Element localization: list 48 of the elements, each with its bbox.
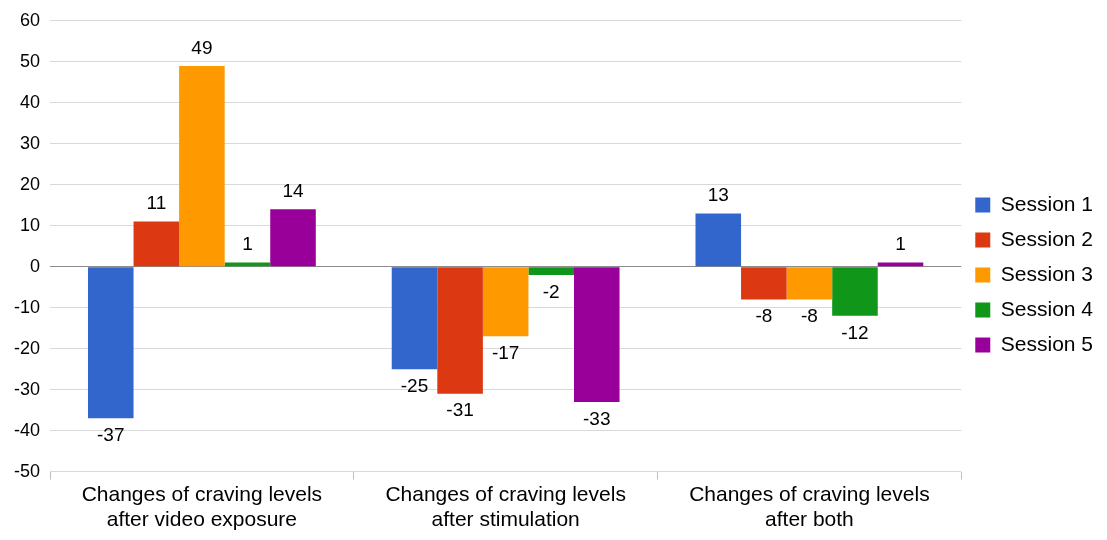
y-tick-label: -20 <box>14 337 41 358</box>
legend-label: Session 1 <box>1000 191 1094 215</box>
bar <box>437 267 483 394</box>
data-label: 1 <box>242 233 253 255</box>
y-tick-label: 40 <box>19 91 41 112</box>
data-label: -17 <box>491 342 520 364</box>
data-label: 13 <box>707 184 729 206</box>
bar <box>786 267 833 300</box>
bar <box>482 267 529 337</box>
y-tick-label: 50 <box>19 50 41 71</box>
data-label: -8 <box>755 305 773 327</box>
y-tick-label: -10 <box>14 296 41 317</box>
data-label: -25 <box>400 374 429 396</box>
y-tick-label: -50 <box>14 460 41 481</box>
x-tick-label: Changes of craving levels after video exposure <box>81 482 323 531</box>
legend-label: Session 5 <box>1000 331 1094 355</box>
legend-label: Session 2 <box>1000 226 1094 250</box>
data-label: 49 <box>191 36 213 58</box>
x-tick-label: Changes of craving levels after stimulation <box>385 482 626 531</box>
legend-label: Session 4 <box>1000 296 1094 320</box>
bar <box>741 267 787 300</box>
y-tick-label: 30 <box>19 132 41 153</box>
y-tick-label: 60 <box>19 9 41 30</box>
data-label: -33 <box>583 407 611 429</box>
y-tick-label: 20 <box>19 173 41 194</box>
data-label: 11 <box>146 192 167 214</box>
data-label: -2 <box>542 280 560 302</box>
y-tick-label: -40 <box>14 419 41 440</box>
bar <box>87 267 134 419</box>
bar <box>528 267 574 275</box>
y-tick-label: 0 <box>30 255 41 276</box>
data-label: -8 <box>800 305 818 327</box>
y-tick-label: -30 <box>14 378 41 399</box>
data-label: -12 <box>841 321 869 343</box>
bar <box>179 65 225 267</box>
data-label: 1 <box>895 233 906 255</box>
data-label: 14 <box>282 180 305 202</box>
bar <box>391 267 438 370</box>
bar <box>270 209 316 267</box>
bar <box>133 221 180 267</box>
bar <box>573 267 620 402</box>
bar <box>695 213 742 267</box>
y-tick-label: 10 <box>19 214 41 235</box>
x-tick-label: Changes of craving levels after both <box>689 482 930 531</box>
bar <box>832 267 878 316</box>
legend-label: Session 3 <box>1000 261 1094 285</box>
data-label: -31 <box>446 399 474 421</box>
data-label: -37 <box>97 424 125 446</box>
